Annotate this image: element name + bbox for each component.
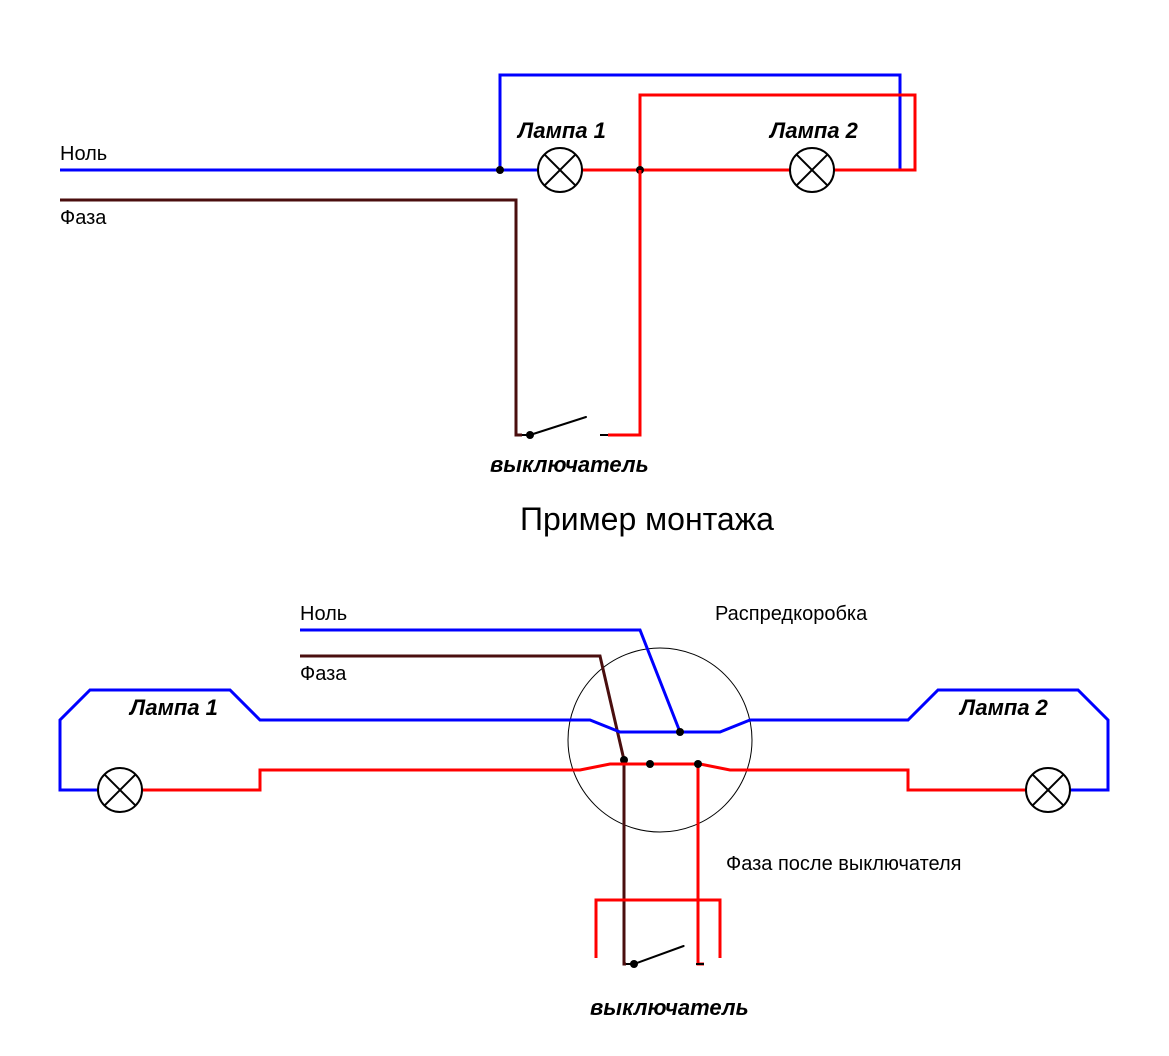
label-phase-top: Фаза (60, 207, 107, 229)
label-lamp1-top: Лампа 1 (516, 118, 606, 143)
label-switch-bottom: выключатель (590, 995, 749, 1020)
label-switch-top: выключатель (490, 452, 649, 477)
label-junction-box: Распредкоробка (715, 603, 868, 625)
label-lamp2-bottom: Лампа 2 (958, 695, 1049, 720)
label-lamp2-top: Лампа 2 (768, 118, 859, 143)
label-neutral-bottom: Ноль (300, 603, 347, 625)
label-phase-bottom: Фаза (300, 663, 347, 685)
label-phase-after-switch: Фаза после выключателя (726, 853, 961, 875)
wiring-diagram: Ноль Фаза Лампа 1 Лампа 2 выключатель Пример … (0, 0, 1169, 1056)
label-lamp1-bottom: Лампа 1 (128, 695, 218, 720)
label-neutral-top: Ноль (60, 143, 107, 165)
junction-box-circle (568, 648, 752, 832)
title: Пример монтажа (520, 501, 774, 537)
